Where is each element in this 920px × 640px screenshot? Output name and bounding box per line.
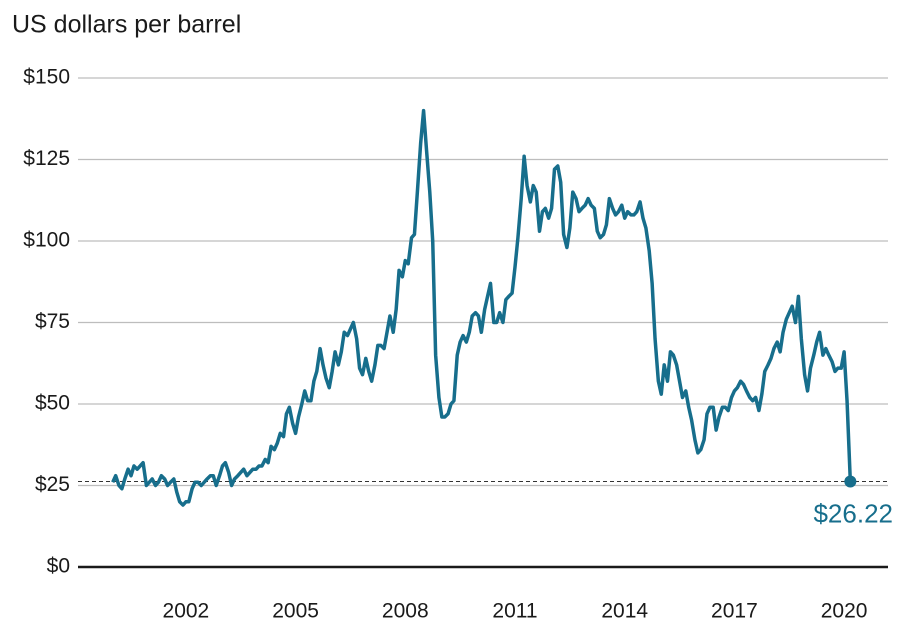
y-tick-label: $0	[47, 555, 70, 578]
last-value-label: $26.22	[813, 498, 893, 528]
y-tick-label: $50	[35, 392, 70, 415]
x-tick-label: 2014	[601, 600, 648, 623]
x-tick-label: 2002	[163, 600, 210, 623]
y-tick-label: $100	[23, 229, 70, 252]
x-tick-label: 2008	[382, 600, 429, 623]
x-tick-label: 2020	[821, 600, 868, 623]
x-tick-label: 2005	[272, 600, 319, 623]
y-tick-label: $75	[35, 310, 70, 333]
chart-title: US dollars per barrel	[12, 11, 241, 39]
y-tick-label: $150	[23, 66, 70, 89]
y-tick-label: $25	[35, 473, 70, 496]
last-point	[844, 475, 857, 488]
y-tick-label: $125	[23, 147, 70, 170]
price-line	[111, 108, 853, 507]
x-tick-label: 2017	[711, 600, 758, 623]
x-tick-label: 2011	[492, 600, 537, 623]
